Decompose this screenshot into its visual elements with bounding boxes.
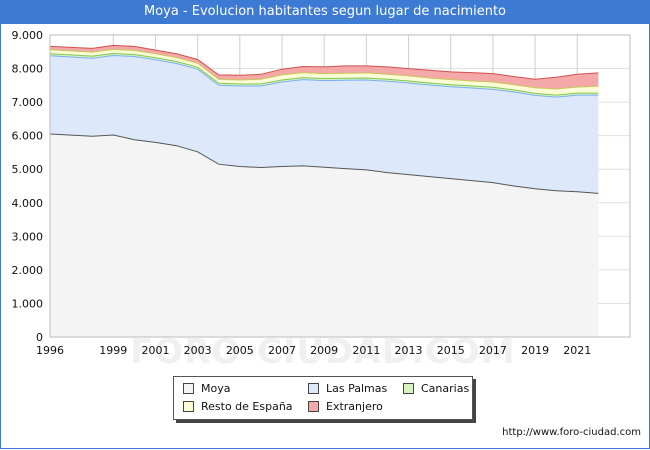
chart-title: Moya - Evolucion habitantes segun lugar …	[143, 4, 507, 19]
legend-label: Resto de España	[201, 400, 293, 413]
area-moya	[50, 134, 599, 337]
x-tick-label: 2021	[563, 344, 591, 357]
legend-swatch	[308, 382, 319, 394]
y-tick-label: 3.000	[12, 230, 44, 243]
x-tick-label: 2001	[141, 344, 169, 357]
x-tick-label: 2013	[395, 344, 423, 357]
watermark: FORO-CIUDAD.COM	[130, 332, 516, 372]
legend-label: Canarias	[421, 382, 470, 395]
legend-item-extranjero: Extranjero	[308, 400, 383, 414]
line-moya	[49, 133, 599, 194]
series-lines	[49, 44, 599, 194]
legend-swatch	[403, 382, 414, 394]
x-tick-label: 2017	[479, 344, 507, 357]
y-tick-label: 2.000	[12, 264, 44, 277]
x-tick-label: 2011	[352, 344, 380, 357]
x-tick-label: 2007	[268, 344, 296, 357]
y-tick-label: 7.000	[12, 96, 44, 109]
x-tick-label: 2005	[226, 344, 254, 357]
legend-swatch	[308, 400, 319, 412]
legend-item-resto-espana: Resto de España	[183, 400, 293, 414]
y-tick-labels: 0 1.000 2.000 3.000 4.000 5.000 6.000 7.000 8.00…	[12, 29, 44, 344]
y-tick-label: 0	[36, 331, 43, 344]
x-tick-label: 1996	[36, 344, 64, 357]
y-tick-label: 1.000	[12, 297, 44, 310]
legend-item-las-palmas: Las Palmas	[308, 382, 387, 396]
line-canarias	[49, 52, 599, 96]
legend-swatch	[183, 400, 194, 412]
plot-border	[49, 34, 631, 338]
footer-url[interactable]: http://www.foro-ciudad.com	[502, 427, 641, 438]
axes	[49, 34, 631, 338]
legend-swatch	[183, 382, 194, 394]
x-tick-label: 1999	[99, 344, 127, 357]
x-tick-label: 2015	[437, 344, 465, 357]
line-extranjero	[49, 44, 599, 80]
y-tick-label: 6.000	[12, 130, 44, 143]
legend: Moya Las Palmas Canarias Resto de España…	[173, 376, 473, 420]
y-tick-label: 8.000	[12, 63, 44, 76]
y-tick-label: 5.000	[12, 163, 44, 176]
chart-title-bar: Moya - Evolucion habitantes segun lugar …	[0, 0, 650, 24]
line-resto-de-espa-a	[49, 48, 599, 90]
legend-item-moya: Moya	[183, 382, 230, 396]
legend-label: Moya	[201, 382, 231, 395]
y-tick-label: 9.000	[12, 29, 44, 42]
legend-item-canarias: Canarias	[403, 382, 469, 396]
area-series	[50, 45, 599, 337]
x-tick-label: 2009	[310, 344, 338, 357]
line-las-palmas	[49, 54, 599, 98]
x-tick-labels: 1996 1999 2001 2003 2005 2007 2009 2011 2013 2015…	[36, 344, 591, 357]
x-tick-label: 2003	[184, 344, 212, 357]
legend-label: Extranjero	[326, 400, 383, 413]
x-tick-label: 2019	[521, 344, 549, 357]
area-las-palmas	[50, 55, 599, 194]
y-tick-label: 4.000	[12, 197, 44, 210]
legend-label: Las Palmas	[326, 382, 388, 395]
